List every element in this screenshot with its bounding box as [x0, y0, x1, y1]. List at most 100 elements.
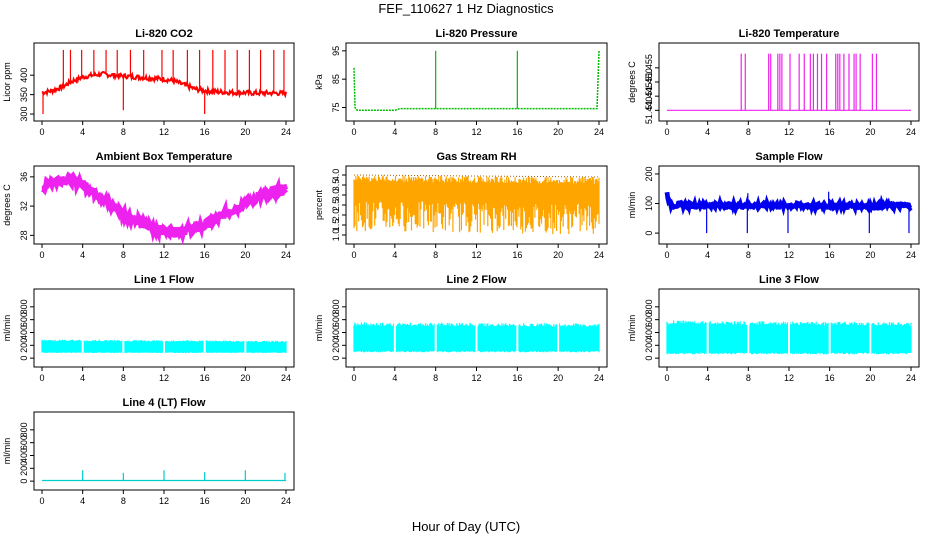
figure-x-axis-label: Hour of Day (UTC) [412, 519, 520, 534]
y-tick-label: 300 [19, 107, 29, 122]
x-tick-label: 4 [392, 250, 397, 260]
y-tick-label: 600 [19, 312, 29, 327]
panel-title: Line 2 Flow [447, 274, 507, 286]
y-tick-label: 2.0 [331, 209, 341, 222]
chart-panel: Li-820 Pressure kPa 0 4 8 12 16 20 24 75 85 95 [314, 28, 608, 137]
y-axis-label: percent [314, 189, 324, 220]
x-tick-label: 16 [825, 250, 835, 260]
x-tick-label: 16 [200, 373, 210, 383]
chart-panel: Sample Flow ml/min 0 4 8 12 16 20 24 0 100 200 [627, 151, 920, 260]
y-tick-label: 800 [644, 299, 654, 314]
x-tick-label: 12 [784, 373, 794, 383]
y-tick-label: 350 [19, 87, 29, 102]
panel-title: Li-820 CO2 [135, 28, 192, 40]
series-line [664, 191, 913, 217]
figure-title: FEF_110627 1 Hz Diagnostics [378, 1, 554, 16]
x-tick-label: 24 [594, 127, 604, 137]
x-tick-label: 16 [200, 250, 210, 260]
x-tick-label: 20 [240, 373, 250, 383]
x-tick-label: 20 [240, 127, 250, 137]
y-tick-label: 0 [19, 479, 29, 484]
y-tick-label: 200 [644, 166, 654, 181]
panel-title: Gas Stream RH [436, 151, 516, 163]
x-tick-label: 0 [351, 127, 356, 137]
x-tick-label: 24 [281, 250, 291, 260]
y-tick-label: 95 [331, 46, 341, 56]
x-tick-label: 24 [281, 127, 291, 137]
y-tick-label: 51.440 [644, 97, 654, 125]
y-tick-label: 400 [19, 68, 29, 83]
x-tick-label: 24 [906, 127, 916, 137]
y-tick-label: 51.455 [644, 54, 654, 82]
panel-title: Ambient Box Temperature [96, 151, 233, 163]
y-tick-label: 0 [331, 356, 341, 361]
x-tick-label: 16 [200, 496, 210, 506]
x-tick-label: 24 [906, 250, 916, 260]
x-tick-label: 0 [39, 496, 44, 506]
y-tick-label: 28 [19, 230, 29, 240]
x-tick-label: 0 [351, 250, 356, 260]
x-tick-label: 12 [471, 127, 481, 137]
panel-title: Line 3 Flow [759, 274, 819, 286]
chart-panel: Li-820 CO2 Licor ppm 0 4 8 12 16 20 24 300 350 400 [2, 28, 295, 137]
x-tick-label: 4 [705, 250, 710, 260]
series-line [41, 171, 289, 245]
y-tick-label: 800 [331, 299, 341, 314]
y-tick-label: 0 [644, 356, 654, 361]
x-tick-label: 8 [746, 373, 751, 383]
x-tick-label: 0 [351, 373, 356, 383]
x-tick-label: 0 [39, 373, 44, 383]
y-tick-label: 600 [19, 435, 29, 450]
y-tick-label: 51.450 [644, 68, 654, 96]
x-tick-label: 16 [512, 127, 522, 137]
x-tick-label: 8 [746, 127, 751, 137]
series-line [353, 174, 600, 178]
x-tick-label: 24 [281, 373, 291, 383]
x-tick-label: 12 [784, 127, 794, 137]
series-band [353, 175, 600, 235]
x-tick-label: 16 [825, 127, 835, 137]
x-tick-label: 12 [159, 250, 169, 260]
y-tick-label: 32 [19, 201, 29, 211]
y-tick-label: 0 [644, 231, 654, 236]
x-tick-label: 16 [512, 373, 522, 383]
y-tick-label: 200 [331, 338, 341, 353]
x-tick-label: 0 [39, 250, 44, 260]
x-tick-label: 4 [705, 127, 710, 137]
y-tick-label: 75 [331, 102, 341, 112]
y-tick-label: 400 [19, 325, 29, 340]
series-line [41, 70, 287, 99]
y-axis-label: ml/min [2, 438, 12, 465]
y-tick-label: 200 [19, 461, 29, 476]
chart-panel: Line 3 Flow ml/min 0 4 8 12 16 20 24 0 20040060080… [627, 274, 920, 383]
y-axis-label: ml/min [314, 315, 324, 342]
chart-panel: Li-820 Temperature degrees C 0 4 8 12 16 20 24 51… [627, 28, 920, 137]
x-tick-label: 4 [80, 127, 85, 137]
y-tick-label: 400 [644, 325, 654, 340]
y-tick-label: 1.5 [331, 219, 341, 232]
x-tick-label: 8 [746, 250, 751, 260]
y-axis-label: degrees C [627, 61, 637, 103]
y-axis-label: degrees C [2, 184, 12, 226]
x-tick-label: 4 [80, 250, 85, 260]
x-tick-label: 4 [705, 373, 710, 383]
x-tick-label: 12 [471, 250, 481, 260]
y-tick-label: 600 [644, 312, 654, 327]
panel-title: Sample Flow [755, 151, 823, 163]
y-tick-label: 3.0 [331, 189, 341, 202]
y-tick-label: 0 [19, 356, 29, 361]
x-tick-label: 0 [664, 127, 669, 137]
y-tick-label: 3.5 [331, 179, 341, 192]
y-tick-label: 800 [19, 422, 29, 437]
x-tick-label: 8 [121, 250, 126, 260]
x-tick-label: 12 [159, 373, 169, 383]
y-tick-label: 85 [331, 74, 341, 84]
x-tick-label: 8 [121, 127, 126, 137]
panel-title: Line 1 Flow [134, 274, 194, 286]
y-tick-label: 1.0 [331, 229, 341, 242]
x-tick-label: 20 [865, 127, 875, 137]
x-tick-label: 8 [433, 373, 438, 383]
x-tick-label: 8 [121, 496, 126, 506]
x-tick-label: 16 [200, 127, 210, 137]
